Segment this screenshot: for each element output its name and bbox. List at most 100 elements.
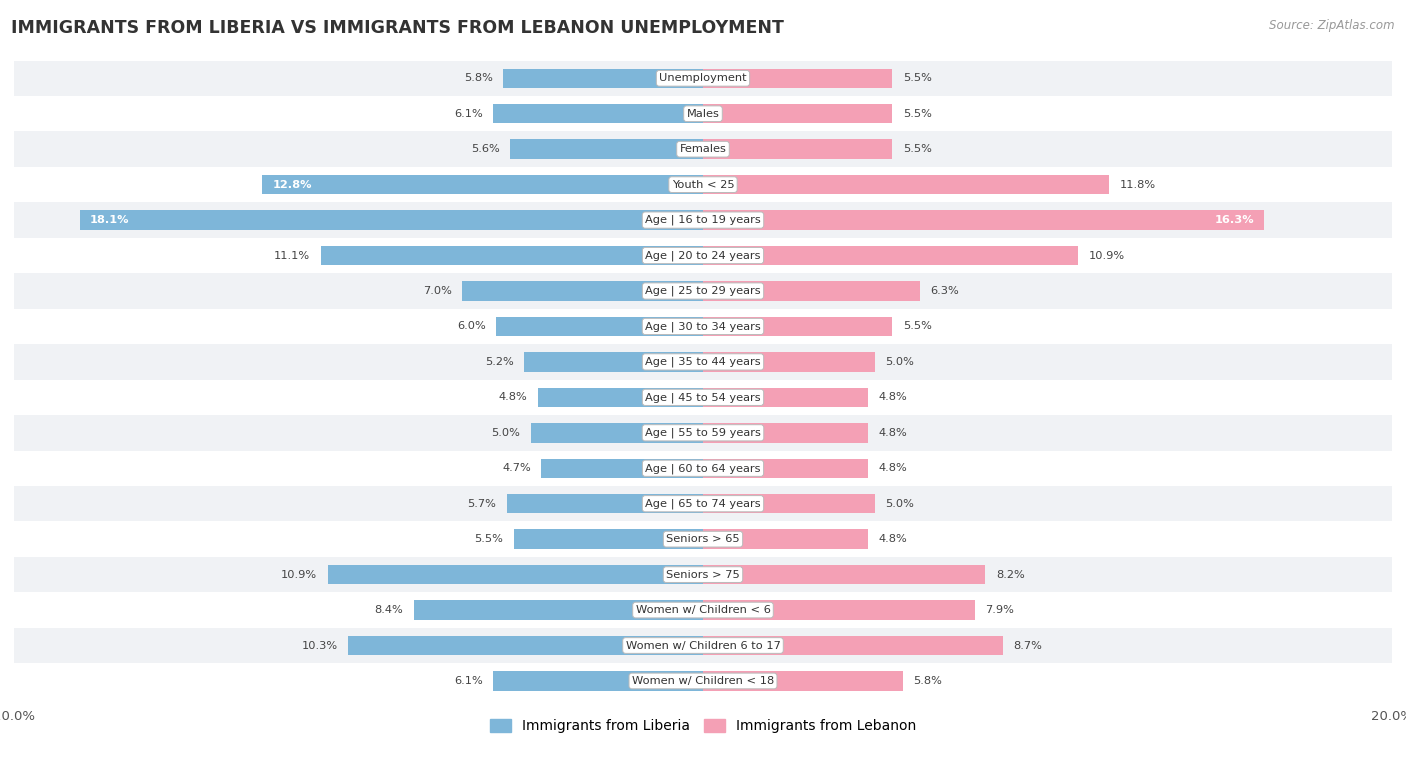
- Bar: [503, 69, 703, 88]
- Bar: [703, 69, 893, 88]
- Bar: [703, 636, 1002, 656]
- Text: 10.9%: 10.9%: [281, 569, 318, 580]
- Text: Seniors > 75: Seniors > 75: [666, 569, 740, 580]
- Text: Age | 16 to 19 years: Age | 16 to 19 years: [645, 215, 761, 226]
- Text: 7.9%: 7.9%: [986, 605, 1014, 615]
- Text: 5.5%: 5.5%: [474, 534, 503, 544]
- Text: Age | 55 to 59 years: Age | 55 to 59 years: [645, 428, 761, 438]
- Text: 4.8%: 4.8%: [879, 428, 907, 438]
- Bar: [14, 96, 1392, 132]
- Text: 10.9%: 10.9%: [1088, 251, 1125, 260]
- Text: Males: Males: [686, 109, 720, 119]
- Bar: [703, 565, 986, 584]
- Bar: [14, 132, 1392, 167]
- Text: 11.1%: 11.1%: [274, 251, 311, 260]
- Text: 4.8%: 4.8%: [879, 463, 907, 473]
- Bar: [703, 104, 893, 123]
- Text: 6.0%: 6.0%: [457, 322, 486, 332]
- Bar: [703, 246, 1078, 265]
- Bar: [537, 388, 703, 407]
- Bar: [413, 600, 703, 620]
- Text: Age | 30 to 34 years: Age | 30 to 34 years: [645, 321, 761, 332]
- Bar: [262, 175, 703, 195]
- Text: 5.0%: 5.0%: [886, 357, 914, 367]
- Text: 5.8%: 5.8%: [464, 73, 494, 83]
- Bar: [703, 139, 893, 159]
- Bar: [14, 167, 1392, 202]
- Text: 8.2%: 8.2%: [995, 569, 1025, 580]
- Bar: [80, 210, 703, 230]
- Text: 7.0%: 7.0%: [423, 286, 451, 296]
- Text: Women w/ Children < 18: Women w/ Children < 18: [631, 676, 775, 686]
- Bar: [506, 494, 703, 513]
- Text: Women w/ Children < 6: Women w/ Children < 6: [636, 605, 770, 615]
- Bar: [328, 565, 703, 584]
- Bar: [703, 282, 920, 301]
- Text: Age | 65 to 74 years: Age | 65 to 74 years: [645, 498, 761, 509]
- Text: 5.8%: 5.8%: [912, 676, 942, 686]
- Bar: [14, 663, 1392, 699]
- Text: 4.7%: 4.7%: [502, 463, 531, 473]
- Bar: [14, 202, 1392, 238]
- Bar: [703, 529, 869, 549]
- Text: 8.4%: 8.4%: [374, 605, 404, 615]
- Text: 5.6%: 5.6%: [471, 144, 499, 154]
- Text: Source: ZipAtlas.com: Source: ZipAtlas.com: [1270, 19, 1395, 32]
- Bar: [703, 316, 893, 336]
- Bar: [541, 459, 703, 478]
- Bar: [14, 628, 1392, 663]
- Text: 12.8%: 12.8%: [273, 179, 312, 190]
- Bar: [14, 415, 1392, 450]
- Bar: [496, 316, 703, 336]
- Bar: [703, 494, 875, 513]
- Bar: [14, 61, 1392, 96]
- Bar: [14, 309, 1392, 344]
- Text: Women w/ Children 6 to 17: Women w/ Children 6 to 17: [626, 640, 780, 650]
- Bar: [349, 636, 703, 656]
- Text: 5.5%: 5.5%: [903, 144, 932, 154]
- Bar: [14, 522, 1392, 557]
- Text: 4.8%: 4.8%: [879, 534, 907, 544]
- Text: 5.7%: 5.7%: [467, 499, 496, 509]
- Text: Age | 60 to 64 years: Age | 60 to 64 years: [645, 463, 761, 474]
- Bar: [703, 175, 1109, 195]
- Text: 16.3%: 16.3%: [1215, 215, 1254, 225]
- Bar: [703, 352, 875, 372]
- Bar: [494, 671, 703, 690]
- Text: 10.3%: 10.3%: [302, 640, 337, 650]
- Bar: [14, 450, 1392, 486]
- Legend: Immigrants from Liberia, Immigrants from Lebanon: Immigrants from Liberia, Immigrants from…: [485, 714, 921, 739]
- Bar: [703, 600, 976, 620]
- Text: 5.0%: 5.0%: [492, 428, 520, 438]
- Text: 5.5%: 5.5%: [903, 322, 932, 332]
- Text: Age | 45 to 54 years: Age | 45 to 54 years: [645, 392, 761, 403]
- Bar: [14, 557, 1392, 592]
- Bar: [14, 379, 1392, 415]
- Bar: [14, 486, 1392, 522]
- Bar: [461, 282, 703, 301]
- Bar: [321, 246, 703, 265]
- Text: Females: Females: [679, 144, 727, 154]
- Text: Age | 20 to 24 years: Age | 20 to 24 years: [645, 251, 761, 261]
- Bar: [703, 388, 869, 407]
- Bar: [531, 423, 703, 443]
- Text: 5.5%: 5.5%: [903, 73, 932, 83]
- Text: Age | 25 to 29 years: Age | 25 to 29 years: [645, 285, 761, 296]
- Bar: [14, 238, 1392, 273]
- Bar: [510, 139, 703, 159]
- Text: 4.8%: 4.8%: [499, 392, 527, 403]
- Bar: [703, 459, 869, 478]
- Text: 11.8%: 11.8%: [1119, 179, 1156, 190]
- Bar: [524, 352, 703, 372]
- Bar: [494, 104, 703, 123]
- Text: 5.2%: 5.2%: [485, 357, 513, 367]
- Text: 4.8%: 4.8%: [879, 392, 907, 403]
- Text: 5.0%: 5.0%: [886, 499, 914, 509]
- Bar: [14, 344, 1392, 379]
- Text: 5.5%: 5.5%: [903, 109, 932, 119]
- Text: 8.7%: 8.7%: [1012, 640, 1042, 650]
- Text: 18.1%: 18.1%: [90, 215, 129, 225]
- Text: 6.3%: 6.3%: [931, 286, 959, 296]
- Bar: [14, 273, 1392, 309]
- Bar: [14, 592, 1392, 628]
